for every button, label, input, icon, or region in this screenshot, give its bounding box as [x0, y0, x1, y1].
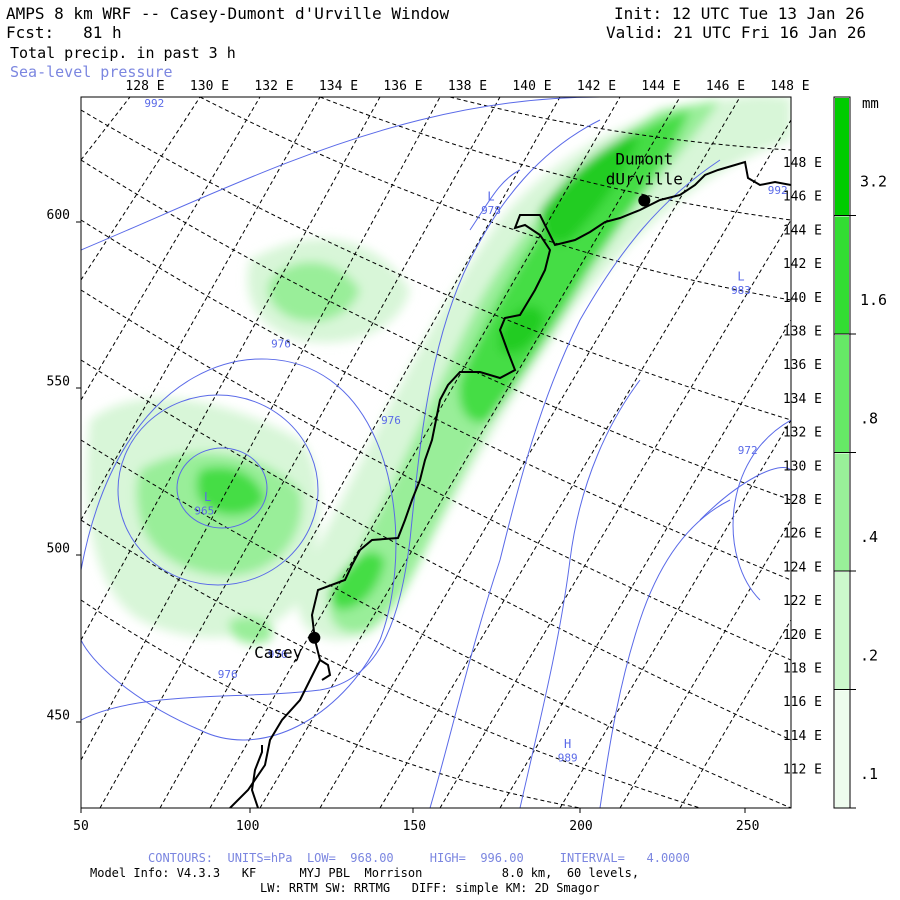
longitude-label-right: 148 E: [783, 156, 822, 171]
colorbar-segment: [835, 453, 849, 571]
longitude-label-top: 144 E: [641, 79, 680, 94]
longitude-label-right: 118 E: [783, 662, 822, 677]
longitude-label-right: 116 E: [783, 695, 822, 710]
longitude-label-right: 124 E: [783, 560, 822, 575]
colorbar-segment: [835, 335, 849, 453]
dynamic-layer: 50 100 150 200 250 600 550 500 450 128 E 130 E 132 …: [47, 79, 822, 834]
x-tick-label: 250: [736, 819, 759, 834]
longitude-label-right: 134 E: [783, 392, 822, 407]
colorbar-label: 3.2: [860, 172, 887, 190]
longitude-label-top: 134 E: [319, 79, 358, 94]
station-label: dUrville: [606, 169, 683, 188]
colorbar-label: .4: [860, 528, 878, 546]
longitude-label-right: 138 E: [783, 325, 822, 340]
colorbar-label: 1.6: [860, 291, 887, 309]
longitude-label-right: 114 E: [783, 729, 822, 744]
pressure-label: 989: [558, 751, 578, 764]
y-tick-label: 550: [47, 375, 70, 390]
longitude-label-right: 144 E: [783, 223, 822, 238]
x-tick-label: 50: [73, 819, 89, 834]
x-tick-label: 200: [569, 819, 592, 834]
longitude-label-right: 130 E: [783, 459, 822, 474]
station-label: Dumont: [615, 149, 673, 168]
valid-time: Valid: 21 UTC Fri 16 Jan 26: [606, 23, 867, 42]
pressure-center: L: [737, 270, 744, 284]
precip-field-label: Total precip. in past 3 h: [10, 44, 236, 62]
longitude-label-top: 142 E: [577, 79, 616, 94]
y-tick-label: 450: [47, 709, 70, 724]
colorbar-label: .8: [860, 409, 878, 427]
precip-shading: [86, 97, 791, 644]
station-marker: [638, 194, 651, 207]
longitude-label-right: 136 E: [783, 358, 822, 373]
longitude-label-right: 140 E: [783, 291, 822, 306]
init-time: Init: 12 UTC Tue 13 Jan 26: [614, 4, 865, 23]
longitude-label-right: 128 E: [783, 493, 822, 508]
longitude-label-top: 138 E: [448, 79, 487, 94]
colorbar-segment: [835, 98, 849, 216]
pressure-label: 976: [271, 337, 291, 350]
longitude-label-top: 130 E: [190, 79, 229, 94]
longitude-label-right: 142 E: [783, 257, 822, 272]
pressure-label: 978: [481, 204, 501, 217]
pressure-center: H: [564, 737, 571, 751]
pressure-center: L: [487, 189, 494, 203]
longitude-label-right: 132 E: [783, 426, 822, 441]
pressure-label: 992: [144, 97, 164, 110]
axis-ticks: [76, 221, 746, 813]
coastline: [229, 160, 791, 808]
physics-info: LW: RRTM SW: RRTMG DIFF: simple KM: 2D S…: [260, 881, 600, 895]
colorbar-segment: [835, 690, 849, 808]
longitude-label-top: 128 E: [125, 79, 164, 94]
longitude-label-top: 132 E: [254, 79, 293, 94]
map-title: AMPS 8 km WRF -- Casey-Dumont d'Urville …: [6, 4, 450, 23]
colorbar-segment: [835, 572, 849, 690]
model-info: Model Info: V4.3.3 KF MYJ PBL Morrison 8…: [90, 866, 640, 880]
pressure-label: 972: [738, 444, 758, 457]
pressure-field-label: Sea-level pressure: [10, 63, 173, 81]
y-tick-label: 600: [47, 208, 70, 223]
longitude-label-top: 148 E: [770, 79, 809, 94]
pressure-label: 983: [731, 284, 751, 297]
pressure-label: 976: [268, 648, 288, 661]
longitude-label-right: 122 E: [783, 594, 822, 609]
colorbar-label: .2: [860, 646, 878, 664]
station-marker: [308, 631, 321, 644]
forecast-hour: Fcst: 81 h: [6, 23, 122, 42]
station-label: Casey: [254, 643, 303, 662]
x-tick-label: 150: [403, 819, 426, 834]
colorbar-label: .1: [860, 765, 878, 783]
pressure-label: 992: [768, 184, 788, 197]
y-tick-label: 500: [47, 542, 70, 557]
longitude-label-right: 120 E: [783, 628, 822, 643]
pressure-label: 965: [194, 504, 214, 517]
longitude-label-right: 112 E: [783, 763, 822, 778]
longitude-label-top: 146 E: [706, 79, 745, 94]
colorbar: mm 3.2 1.6 .8 .4 .2 .1: [833, 96, 887, 809]
longitude-label-right: 146 E: [783, 190, 822, 205]
map-frame: [80, 96, 792, 809]
longitude-label-top: 136 E: [383, 79, 422, 94]
pressure-contours: [81, 97, 791, 808]
pressure-center: L: [204, 490, 211, 504]
colorbar-segment: [835, 216, 849, 334]
x-tick-label: 100: [236, 819, 259, 834]
contour-info: CONTOURS: UNITS=hPa LOW= 968.00 HIGH= 99…: [148, 851, 690, 865]
pressure-label: 976: [381, 414, 401, 427]
longitude-label-right: 126 E: [783, 527, 822, 542]
longitude-label-top: 140 E: [512, 79, 551, 94]
pressure-label: 976: [218, 668, 238, 681]
colorbar-unit: mm: [862, 96, 879, 112]
